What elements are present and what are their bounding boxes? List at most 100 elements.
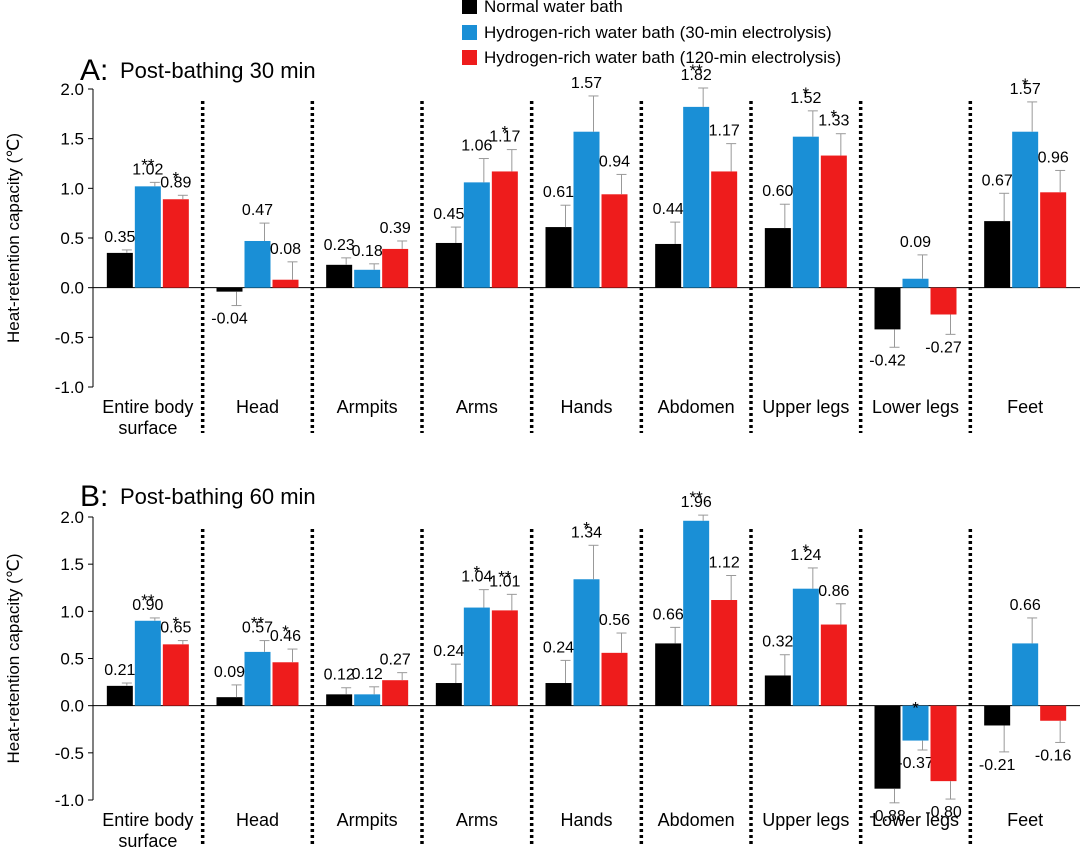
x-tick-label: surface [118,418,177,438]
bar [162,644,189,706]
bar [601,194,628,288]
bar [463,607,490,706]
bar [134,186,161,288]
bar [272,662,299,706]
bar [902,278,929,288]
data-label: 0.12 [324,667,355,684]
panel-b: B: Post-bathing 60 min Heat-retention capa… [4,480,1080,851]
x-tick-label: Hands [560,810,612,830]
bar [545,227,572,288]
y-tick-label: 0.5 [60,650,84,669]
data-label: 0.23 [324,237,355,254]
bar [683,520,710,706]
y-tick-label: 1.0 [60,179,84,198]
significance-mark: * [803,541,810,560]
bar [382,680,409,706]
y-tick-label: 2.0 [60,80,84,99]
x-tick-label: Feet [1007,397,1043,417]
data-label: 0.61 [543,184,574,201]
data-label: 1.52 [790,90,821,107]
data-label: 0.90 [132,597,163,614]
series-1: 0.90**0.57**0.121.04*1.34*1.96**1.24*-0.… [132,488,1041,772]
data-label: 1.96 [681,494,712,511]
data-label: 1.33 [818,113,849,130]
y-axis-label: Heat-retention capacity (℃) [4,133,23,343]
significance-mark: * [173,614,180,633]
bar [930,705,957,782]
y-tick-label: 1.5 [60,130,84,149]
bar [601,652,628,706]
series-0: 0.210.090.120.240.240.660.32-0.88**-0.21 [104,606,1016,825]
series-2: 0.89*0.080.391.17*0.941.171.33*-0.270.96 [160,107,1069,357]
bar [272,279,299,288]
data-label: -0.21 [979,757,1016,774]
y-tick-label: 0.0 [60,279,84,298]
bar [820,155,847,288]
data-label: 0.56 [599,612,630,629]
significance-mark: * [282,622,289,641]
significance-mark: * [173,168,180,187]
x-tick-label: Entire body [102,397,193,417]
data-label: 0.45 [433,206,464,223]
data-label: 1.12 [709,554,740,571]
y-tick-label: -1.0 [55,378,84,397]
legend-label-0: Normal water bath [484,0,623,16]
bar [683,106,710,288]
bar [134,620,161,706]
bar [655,643,682,706]
data-label: 0.57 [242,620,273,637]
bar [792,136,819,288]
data-label: 0.24 [433,643,464,660]
legend-label-2: Hydrogen-rich water bath (120-min electr… [484,48,841,67]
data-label: 1.17 [709,123,740,140]
bar [463,182,490,288]
bar [435,683,462,706]
data-label: 0.09 [900,234,931,251]
bar [491,610,518,706]
data-label: 0.12 [352,666,383,683]
bar [244,240,271,288]
bar [930,287,957,315]
data-label: 0.67 [982,172,1013,189]
y-tick-label: 0.0 [60,697,84,716]
data-label: 0.18 [352,243,383,260]
x-tick-label: Abdomen [658,810,735,830]
data-label: 0.27 [380,652,411,669]
y-tick-label: -1.0 [55,791,84,810]
bar [326,264,353,288]
significance-mark: ** [141,591,155,610]
data-label: 1.34 [571,524,602,541]
significance-mark: * [831,107,838,126]
y-tick-label: 0.5 [60,229,84,248]
legend-swatch-1 [462,25,477,40]
data-label: 0.66 [653,606,684,623]
data-label: 1.17 [489,129,520,146]
bar [984,705,1011,726]
legend-swatch-0 [462,0,477,14]
y-tick-label: -0.5 [55,744,84,763]
bar [573,131,600,288]
bar [1040,192,1067,288]
data-label: -0.16 [1035,747,1072,764]
data-label: 0.24 [543,639,574,656]
bar [764,228,791,288]
bar [244,651,271,706]
data-label: -0.88 [869,808,906,825]
significance-mark: * [583,518,590,537]
bar [354,269,381,288]
legend-swatch-2 [462,50,477,65]
bar [1012,643,1039,706]
bar [216,287,243,292]
data-label: 0.32 [762,634,793,651]
x-tick-label: Upper legs [762,397,849,417]
significance-mark: ** [690,488,704,507]
bar [1040,705,1067,721]
bar [354,694,381,706]
bar [711,171,738,288]
data-label: -0.04 [211,311,248,328]
bar [984,221,1011,288]
data-label: 1.57 [1010,81,1041,98]
y-tick-label: 1.5 [60,555,84,574]
x-tick-label: Armpits [337,397,398,417]
data-label: 0.09 [214,664,245,681]
